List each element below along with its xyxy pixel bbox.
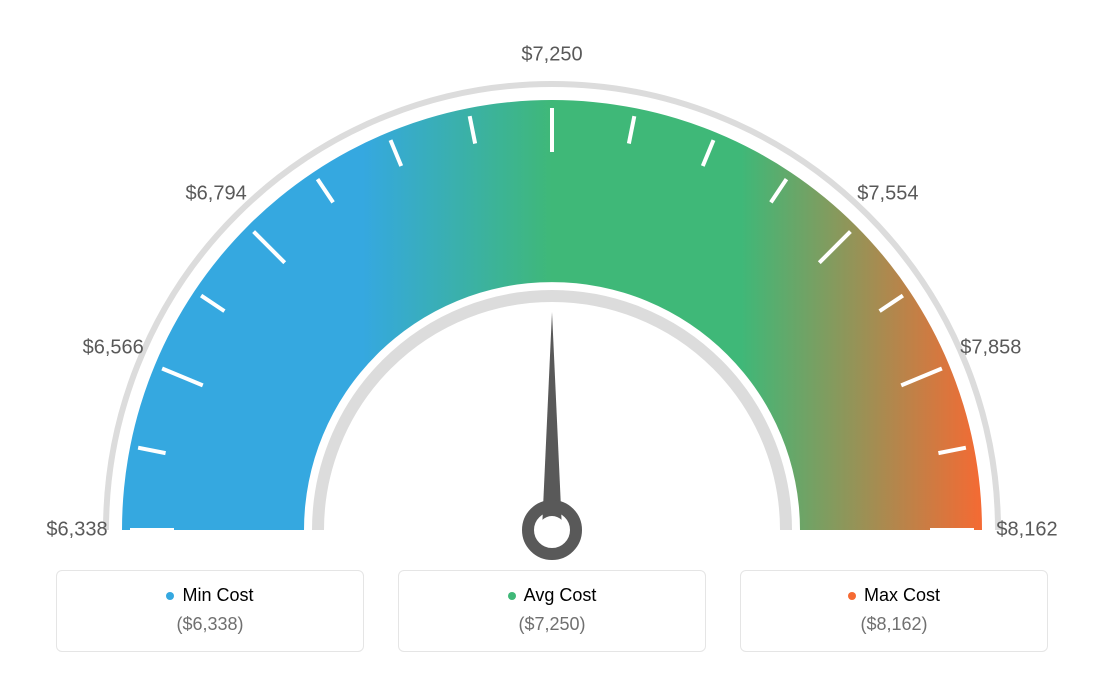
gauge-tick-label: $6,338 [46, 519, 107, 542]
dot-icon [848, 592, 856, 600]
legend-max-label: Max Cost [864, 585, 940, 606]
legend-min-label: Min Cost [182, 585, 253, 606]
legend-row: Min Cost ($6,338) Avg Cost ($7,250) Max … [20, 570, 1084, 652]
legend-card-min: Min Cost ($6,338) [56, 570, 364, 652]
legend-card-max: Max Cost ($8,162) [740, 570, 1048, 652]
gauge-needle [542, 312, 562, 530]
legend-avg-label: Avg Cost [524, 585, 597, 606]
legend-min-value: ($6,338) [75, 614, 345, 635]
gauge-svg [20, 20, 1084, 560]
gauge-tick-label: $8,162 [996, 519, 1057, 542]
gauge-tick-label: $7,250 [521, 44, 582, 67]
gauge-tick-label: $7,554 [857, 183, 918, 206]
dot-icon [508, 592, 516, 600]
legend-avg-value: ($7,250) [417, 614, 687, 635]
gauge-wrapper: $6,338 $6,566 $6,794 $7,250 $7,554 $7,858 $8,1… [20, 20, 1084, 560]
gauge-tick-label: $6,794 [186, 183, 247, 206]
cost-gauge-chart: $6,338 $6,566 $6,794 $7,250 $7,554 $7,858 $8,1… [20, 20, 1084, 652]
legend-title-avg: Avg Cost [508, 585, 597, 606]
gauge-tick-label: $7,858 [960, 337, 1021, 360]
legend-title-max: Max Cost [848, 585, 940, 606]
legend-title-min: Min Cost [166, 585, 253, 606]
gauge-tick-label: $6,566 [83, 337, 144, 360]
needle-hub-inner [538, 516, 566, 544]
legend-card-avg: Avg Cost ($7,250) [398, 570, 706, 652]
dot-icon [166, 592, 174, 600]
legend-max-value: ($8,162) [759, 614, 1029, 635]
